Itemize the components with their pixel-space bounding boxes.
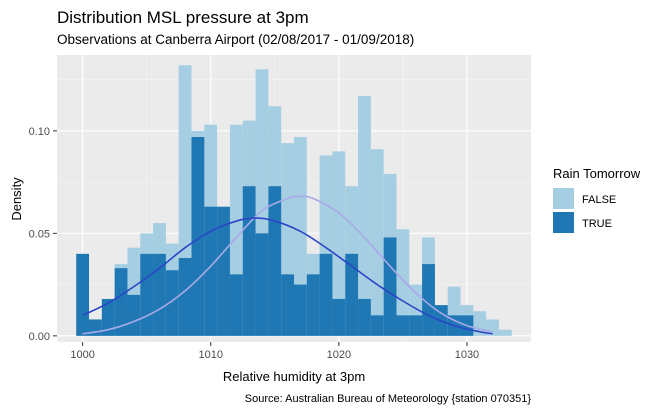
y-tick-label: 0.05 (29, 228, 50, 240)
legend-label-true: TRUE (582, 218, 612, 230)
y-axis-title: Density (9, 177, 24, 221)
bar-true (229, 274, 243, 336)
bar-true (255, 233, 269, 336)
bar-false (358, 96, 371, 336)
bar-true (191, 137, 205, 336)
bar-true (294, 284, 307, 336)
bar-true (422, 264, 435, 336)
x-tick-label: 1000 (70, 349, 94, 361)
bar-false (396, 229, 410, 336)
y-tick-label: 0.10 (29, 126, 50, 138)
legend: Rain Tomorrow FALSE TRUE (553, 166, 641, 233)
y-axis: 0.00 0.05 0.10 (29, 126, 57, 343)
chart-subtitle: Observations at Canberra Airport (02/08/… (57, 32, 414, 47)
bar-true (153, 253, 166, 336)
y-tick-label: 0.00 (29, 331, 50, 343)
chart-title: Distribution MSL pressure at 3pm (57, 8, 309, 27)
legend-label-false: FALSE (582, 194, 616, 206)
bar-true (281, 274, 294, 336)
bar-true (268, 186, 282, 336)
bar-true (76, 253, 90, 336)
x-tick-label: 1020 (327, 349, 351, 361)
bar-true (383, 237, 397, 336)
bar-true (345, 253, 359, 336)
legend-key-false (553, 188, 574, 209)
bar-true (204, 206, 218, 336)
bar-true (306, 274, 320, 336)
bar-true (217, 206, 230, 336)
bar-true (114, 268, 128, 336)
density-curves (82, 195, 493, 335)
x-axis: 1000 1010 1020 1030 (70, 342, 479, 361)
x-tick-label: 1010 (198, 349, 222, 361)
histogram-bars (76, 65, 512, 336)
bar-true (332, 298, 346, 336)
bar-false (370, 149, 384, 336)
bar-true (165, 270, 179, 336)
bar-true (127, 294, 141, 336)
bar-true (101, 298, 115, 336)
bar-false (498, 329, 512, 336)
bar-true (409, 315, 423, 336)
density-curve-false (82, 195, 493, 335)
x-axis-title: Relative humidity at 3pm (223, 369, 365, 384)
bar-true (358, 298, 371, 336)
x-tick-label: 1030 (455, 349, 479, 361)
legend-key-true (553, 212, 574, 233)
bar-true (319, 253, 333, 336)
bar-false (332, 151, 346, 336)
bar-true (242, 186, 256, 336)
bar-true (396, 315, 410, 336)
legend-title: Rain Tomorrow (553, 166, 641, 181)
chart-caption: Source: Australian Bureau of Meteorology… (245, 393, 532, 405)
bar-true (178, 257, 192, 336)
bar-true (370, 315, 384, 336)
bar-true (140, 253, 154, 336)
density-curve-true (82, 217, 493, 335)
